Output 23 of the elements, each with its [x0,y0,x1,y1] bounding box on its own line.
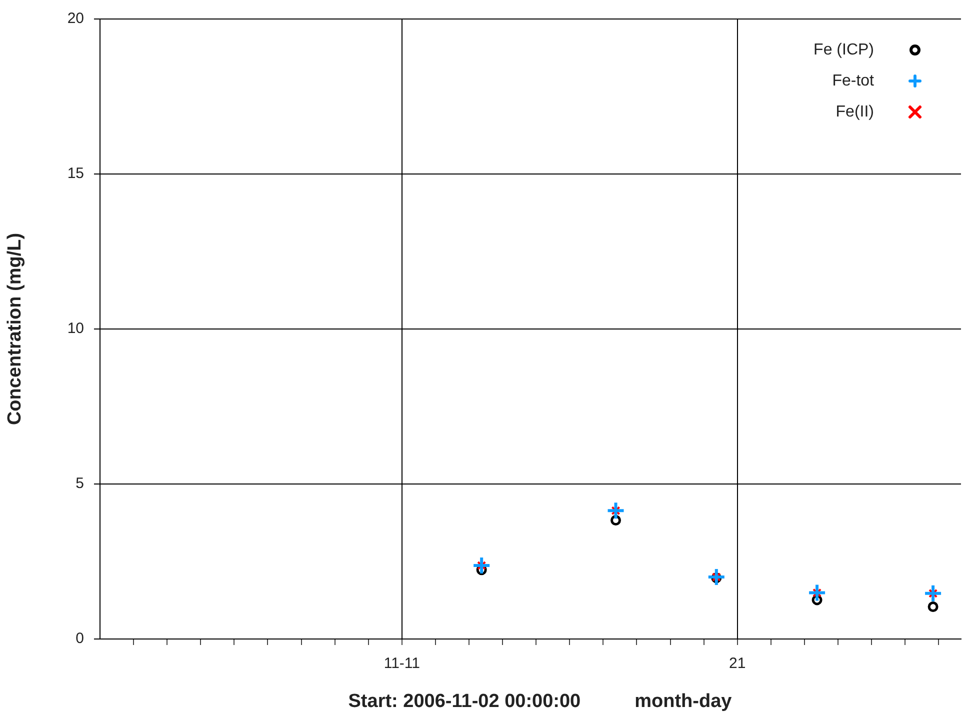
point [928,602,938,612]
y-tick-label: 10 [67,320,84,338]
y-tick-label: 0 [76,630,84,648]
y-tick-label: 15 [67,165,84,182]
x-tick-label: 21 [729,655,746,672]
point [477,560,486,570]
point [812,588,822,598]
point [928,588,938,598]
point [706,568,726,586]
legend-label: Fe-tot [832,72,875,90]
y-tick-label: 5 [76,475,84,492]
x-axis-title: month-day [634,690,732,714]
legend-label: Fe(II) [836,103,874,120]
point [611,506,620,516]
y-axis-title: Concentration (mg/L) [4,232,26,426]
point [924,584,943,603]
legend-label: Fe (ICP) [814,41,874,58]
point [472,556,492,576]
text: Start: 2006-11-02 00:00:00 [348,690,581,714]
y-tick-label: 20 [67,10,84,28]
point [606,501,626,520]
x-tick-label: 11-11 [384,655,420,672]
point [808,583,827,602]
